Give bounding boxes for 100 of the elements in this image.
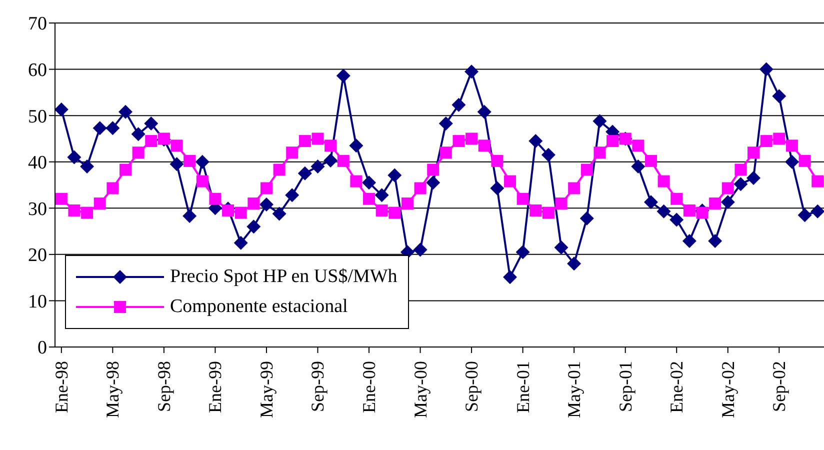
y-tick-label: 60 [28,60,47,82]
point [722,182,734,194]
point [490,181,504,196]
point [119,164,132,176]
point [670,212,684,227]
point [55,102,68,117]
point [324,140,337,152]
point [92,121,107,136]
y-tick-label: 40 [28,152,47,174]
point [285,188,300,202]
point [260,182,272,194]
point [286,146,298,159]
point [670,192,683,205]
point [362,176,376,190]
point [580,211,594,226]
point [773,132,786,145]
point [709,198,722,210]
point [363,192,376,205]
point [760,135,772,148]
point [516,245,530,260]
point [222,204,234,216]
point [55,192,68,205]
x-tick-label: Sep-02 [769,361,790,412]
point [195,154,210,169]
point [606,135,619,148]
point [464,64,479,79]
point [720,195,735,210]
point [170,157,184,172]
point [196,175,208,188]
point [748,146,760,159]
point [427,164,440,176]
point [555,198,568,210]
point [324,153,338,168]
point [810,204,824,218]
point [696,206,708,219]
point [708,234,722,248]
point [594,146,606,159]
point [376,204,388,216]
point [568,182,580,194]
point [516,192,529,205]
point [182,209,197,224]
point [798,154,811,167]
y-tick-label: 70 [28,14,47,35]
point [567,256,582,271]
point [118,104,132,119]
point [259,197,274,212]
point [658,175,670,188]
point [504,175,516,188]
point [466,132,478,145]
x-tick-label: Ene-01 [512,361,533,413]
point [312,132,324,145]
x-tick-label: May-99 [256,361,276,418]
point [784,154,799,169]
point [502,270,517,284]
point [144,116,158,130]
point [337,154,350,167]
point [388,206,401,219]
point [541,148,556,162]
point [401,198,414,210]
point [184,154,196,167]
x-tick-label: Ene-02 [666,361,687,413]
x-tick-label: May-00 [410,361,430,418]
point [592,114,607,128]
x-tick-label: Ene-99 [205,361,226,413]
point [528,134,543,148]
point [452,98,466,112]
legend-label: Precio Spot HP en US$/MWh [170,266,398,288]
point [234,206,247,219]
point [67,150,82,164]
point [426,176,440,190]
y-tick-label: 30 [28,198,47,220]
point [414,182,426,194]
point [477,104,492,119]
point [145,135,158,148]
point [759,62,774,76]
point [812,175,824,188]
point [734,164,747,176]
point [81,206,94,219]
point [683,204,696,216]
x-tick-label: May-98 [102,361,123,418]
point [106,121,120,136]
point [132,146,144,159]
x-tick-label: Sep-00 [462,361,482,412]
point [209,192,222,205]
point [542,206,554,219]
point [374,188,389,202]
x-tick-label: Ene-98 [51,361,72,413]
point [530,204,542,216]
y-tick-label: 20 [28,245,47,266]
point [388,168,402,182]
point [298,135,311,148]
point [631,159,646,174]
point [452,135,465,148]
point [170,140,183,152]
point [786,140,798,152]
x-tick-label: May-02 [718,361,738,418]
point [798,208,812,222]
point [644,154,657,167]
point [554,240,568,254]
point [438,116,453,130]
